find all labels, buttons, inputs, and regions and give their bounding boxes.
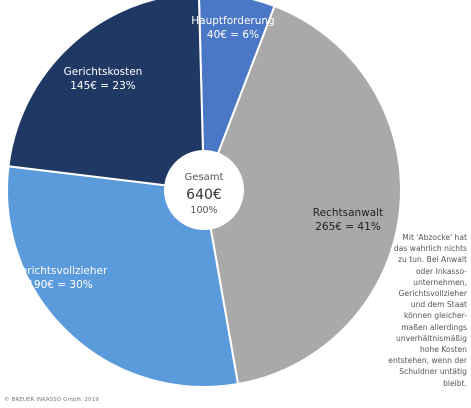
note-line: das wahrlich nichts xyxy=(393,244,467,254)
note-line: und dem Staat xyxy=(410,300,467,310)
note-line: können gleicher- xyxy=(403,311,467,321)
note-line: zu tun. Bei Anwalt xyxy=(397,255,467,265)
slice-labels: Hauptforderung 40€ = 6% Rechtsanwalt 265€ =… xyxy=(13,15,384,291)
pie-slice-rechtsanwalt xyxy=(202,4,402,386)
slice-name-label: Gerichtskosten xyxy=(64,66,143,78)
slice-value-label: 265€ = 41% xyxy=(315,221,381,233)
center-hole: Gesamt 640€ 100% xyxy=(164,150,244,230)
side-note: Mit 'Abzocke' hat das wahrlich nichts zu… xyxy=(380,232,467,389)
note-line: unverhältnismäßig xyxy=(396,333,467,343)
note-line: bleibt. xyxy=(443,378,467,388)
center-title: Gesamt xyxy=(185,172,224,183)
note-line: unternehmen, xyxy=(413,277,467,287)
note-line: oder Inkasso- xyxy=(415,266,467,276)
center-percent: 100% xyxy=(190,205,217,216)
note-line: hohe Kosten xyxy=(419,345,467,355)
pie-slice-gerichtskosten xyxy=(7,0,206,192)
slice-name-label: Hauptforderung xyxy=(191,15,274,27)
note-line: Mit 'Abzocke' hat xyxy=(402,233,467,242)
slice-value-label: 145€ = 23% xyxy=(70,80,136,92)
slice-name-label: Rechtsanwalt xyxy=(313,207,383,219)
note-line: Gerichtsvollzieher xyxy=(398,289,467,299)
slice-value-label: 40€ = 6% xyxy=(207,29,259,41)
note-line: Schuldner untätig xyxy=(399,367,467,377)
note-line: maßen allerdings xyxy=(401,322,467,332)
center-total: 640€ xyxy=(186,187,222,203)
center-circle xyxy=(164,150,244,230)
slice-name-label: Gerichtsvollzieher xyxy=(13,265,108,277)
copyright: © BREUER INKASSO GmbH. 2019 xyxy=(4,397,99,403)
note-line: entstehen, wenn der xyxy=(388,356,467,366)
slice-value-label: 190€ = 30% xyxy=(27,279,93,291)
